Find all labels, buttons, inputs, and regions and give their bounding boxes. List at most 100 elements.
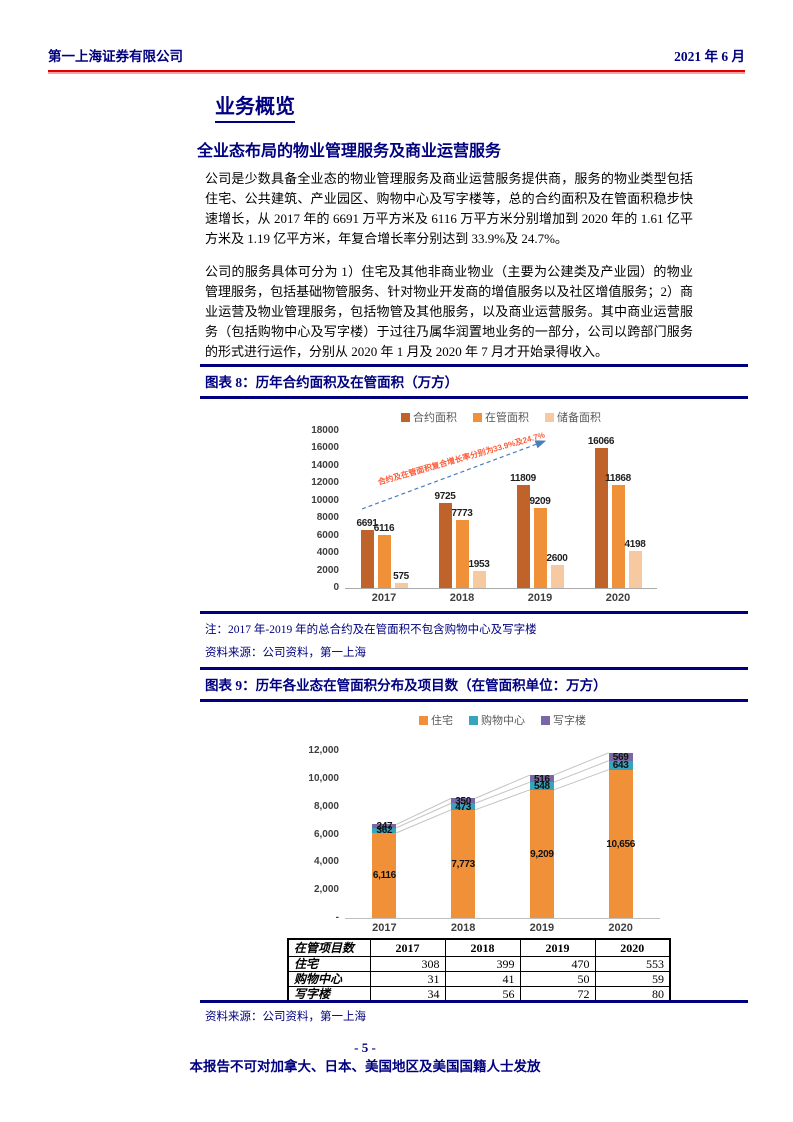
bar (533, 507, 547, 588)
legend-swatch (401, 412, 410, 422)
table-value: 470 (519, 956, 596, 972)
bar-group: 7,773 473 350 (424, 751, 503, 918)
bar-label: 4198 (624, 539, 646, 551)
bar-label: 9209 (529, 495, 551, 507)
footer-disclaimer: 本报告不可对加拿大、日本、美国地区及美国国籍人士发放 (189, 1059, 541, 1074)
table-row: 住宅 308 399 470 553 (287, 956, 671, 972)
paragraph-2: 公司的服务具体可分为 1）住宅及其他非商业物业（主要为公建类及产业园）的物业管理… (205, 264, 693, 359)
bar-label: 643 (612, 760, 629, 772)
bar (438, 503, 452, 588)
bar (472, 570, 486, 588)
paragraph-1: 公司是少数具备全业态的物业管理服务及商业运营服务提供商，服务的物业类型包括住宅、… (205, 171, 693, 246)
bar-segment (608, 769, 633, 918)
bar-segment (451, 809, 476, 918)
legend-label: 写字楼 (553, 715, 586, 727)
bar-wrap: 16066 (588, 436, 614, 588)
table-year-header: 2019 (519, 938, 596, 957)
bar-label: 7773 (451, 508, 473, 520)
chart8-x-axis: 2017 2018 2019 2020 (345, 592, 657, 604)
legend-item: 购物中心 (469, 712, 525, 728)
legend-swatch (473, 412, 482, 422)
legend-item: 合约面积 (401, 409, 457, 425)
chart8-legend: 合约面积 在管面积 储备面积 (345, 409, 657, 425)
bar-label: 11809 (510, 473, 536, 484)
chart8-y-axis: 18000 16000 14000 12000 10000 8000 6000 4000 200… (299, 425, 339, 593)
table-year-header: 2020 (594, 938, 671, 957)
y-tick: 10,000 (308, 772, 339, 784)
bar-wrap: 1953 (468, 559, 490, 588)
y-tick: 8,000 (313, 800, 339, 812)
bar (611, 484, 625, 588)
bar-segment (372, 827, 397, 833)
bar-segment (451, 798, 476, 804)
y-tick: 4000 (316, 547, 339, 559)
divider (200, 1000, 748, 1003)
y-tick: 14000 (311, 459, 339, 471)
x-category: 2018 (449, 592, 475, 604)
bar-label: 6,116 (372, 870, 396, 882)
figure8-chart: 合约面积 在管面积 储备面积 18000 16000 14000 12000 10000 80… (300, 403, 748, 608)
y-tick: 0 (333, 582, 339, 593)
legend-item: 储备面积 (545, 409, 601, 425)
chart9-plot: 12,000 10,000 8,000 6,000 4,000 2,000 - 6,116 3… (308, 745, 660, 934)
legend-swatch (545, 412, 554, 422)
bar-segment (529, 789, 554, 918)
bar (455, 520, 469, 588)
bar-label: 247 (376, 821, 393, 833)
bar (550, 565, 564, 588)
bar-segment (451, 803, 476, 810)
bar-label: 2600 (546, 553, 568, 565)
divider (200, 364, 748, 367)
header-date: 2021 年 6 月 (674, 49, 745, 64)
table-value: 56 (444, 986, 521, 1003)
bar-group: 9,209 548 516 (503, 751, 582, 918)
divider (200, 699, 748, 702)
y-tick: 2000 (316, 564, 339, 576)
figure8-source: 资料来源：公司资料，第一上海 (205, 647, 366, 659)
subsection-title: 全业态布局的物业管理服务及商业运营服务 (197, 143, 502, 160)
bar (594, 447, 608, 588)
y-tick: 12000 (311, 477, 339, 489)
chart8-plot: 18000 16000 14000 12000 10000 8000 6000 4000 200… (311, 425, 657, 604)
stacked-bar: 9,209 548 516 (529, 774, 554, 918)
bar-wrap: 2600 (546, 553, 568, 588)
bar-wrap: 6116 (374, 523, 395, 588)
bar (516, 485, 530, 588)
bar-wrap: 11809 (510, 473, 536, 588)
bar-label: 569 (612, 751, 629, 763)
table-value: 41 (444, 971, 521, 987)
figure8-title: 图表 8：历年合约面积及在管面积（万方） (205, 375, 459, 390)
legend-item: 在管面积 (473, 409, 529, 425)
table-value: 399 (444, 956, 521, 972)
bar-label: 11868 (605, 472, 631, 484)
x-category: 2019 (529, 922, 555, 934)
x-category: 2017 (372, 922, 397, 934)
y-tick: 6,000 (313, 828, 339, 840)
legend-swatch (419, 715, 428, 725)
legend-label: 合约面积 (413, 412, 457, 424)
figure9-chart: 住宅 购物中心 写字楼 12,000 10,000 8,000 6,000 4,000 2,0… (300, 706, 748, 940)
table-year-header: 2017 (369, 938, 446, 957)
bar (394, 583, 408, 588)
table-row-label: 住宅 (287, 956, 371, 972)
bar-wrap: 6691 (356, 518, 378, 588)
figure8-note: 注：2017 年-2019 年的总合约及在管面积不包含购物中心及写字楼 (205, 624, 537, 636)
x-category: 2017 (371, 592, 397, 604)
y-tick: 4,000 (313, 856, 339, 868)
divider (200, 611, 748, 614)
figure9-source: 资料来源：公司资料，第一上海 (205, 1011, 366, 1023)
bar-segment (372, 824, 397, 828)
bar-label: 7,773 (451, 858, 475, 870)
legend-label: 储备面积 (557, 412, 601, 424)
bar-label: 6116 (373, 522, 395, 534)
bar (377, 534, 391, 588)
bar-group: 6691 6116 575 (345, 431, 423, 588)
bar-wrap: 9209 (529, 496, 551, 588)
bar-label: 575 (393, 571, 409, 582)
x-category: 2019 (527, 592, 553, 604)
figure9-title: 图表 9：历年各业态在管面积分布及项目数（在管面积单位：万方） (205, 678, 607, 693)
y-tick: 18000 (311, 425, 339, 436)
legend-item: 写字楼 (541, 712, 586, 728)
legend-label: 购物中心 (481, 715, 525, 727)
bar-segment (608, 760, 633, 770)
